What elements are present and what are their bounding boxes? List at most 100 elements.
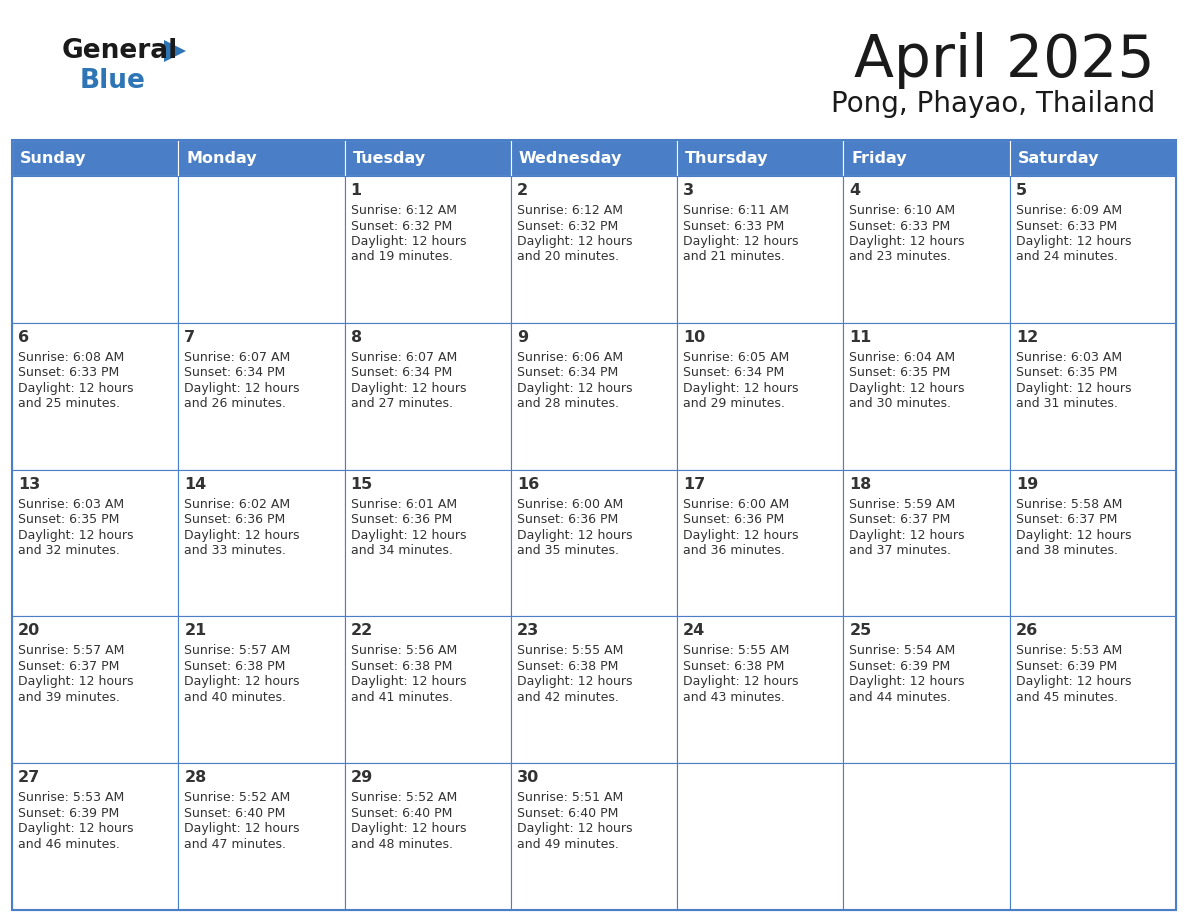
Bar: [1010, 470, 1176, 616]
Text: 13: 13: [18, 476, 40, 492]
Text: April 2025: April 2025: [854, 32, 1155, 89]
Text: Daylight: 12 hours: Daylight: 12 hours: [184, 676, 299, 688]
Text: Sunrise: 5:57 AM: Sunrise: 5:57 AM: [18, 644, 125, 657]
Text: Sunrise: 6:02 AM: Sunrise: 6:02 AM: [184, 498, 290, 510]
Text: Daylight: 12 hours: Daylight: 12 hours: [683, 529, 798, 542]
Text: Sunrise: 6:09 AM: Sunrise: 6:09 AM: [1016, 204, 1121, 217]
Text: Friday: Friday: [852, 151, 908, 165]
Text: Sunrise: 6:00 AM: Sunrise: 6:00 AM: [517, 498, 624, 510]
Text: Daylight: 12 hours: Daylight: 12 hours: [683, 235, 798, 248]
Text: Monday: Monday: [187, 151, 257, 165]
Text: Sunrise: 6:07 AM: Sunrise: 6:07 AM: [350, 351, 457, 364]
Bar: [12, 323, 178, 470]
Text: and 26 minutes.: and 26 minutes.: [184, 397, 286, 410]
Text: Sunrise: 6:10 AM: Sunrise: 6:10 AM: [849, 204, 955, 217]
Text: Sunrise: 5:52 AM: Sunrise: 5:52 AM: [350, 791, 457, 804]
Text: and 43 minutes.: and 43 minutes.: [683, 691, 785, 704]
Text: Sunset: 6:34 PM: Sunset: 6:34 PM: [517, 366, 618, 379]
Text: 20: 20: [18, 623, 40, 638]
Bar: [511, 470, 677, 616]
Text: Sunrise: 6:05 AM: Sunrise: 6:05 AM: [683, 351, 789, 364]
Text: and 21 minutes.: and 21 minutes.: [683, 251, 785, 263]
Text: and 47 minutes.: and 47 minutes.: [184, 838, 286, 851]
Bar: [677, 323, 843, 470]
Text: 6: 6: [18, 330, 30, 345]
Text: Sunrise: 6:12 AM: Sunrise: 6:12 AM: [350, 204, 456, 217]
Text: 7: 7: [184, 330, 195, 345]
Bar: [12, 470, 178, 616]
Text: 23: 23: [517, 623, 539, 638]
Text: and 39 minutes.: and 39 minutes.: [18, 691, 120, 704]
Bar: [12, 140, 1176, 910]
Text: and 32 minutes.: and 32 minutes.: [18, 544, 120, 557]
Text: and 49 minutes.: and 49 minutes.: [517, 838, 619, 851]
Text: and 29 minutes.: and 29 minutes.: [683, 397, 785, 410]
Text: Sunset: 6:35 PM: Sunset: 6:35 PM: [18, 513, 119, 526]
Bar: [178, 763, 345, 910]
Text: Sunset: 6:38 PM: Sunset: 6:38 PM: [350, 660, 451, 673]
Bar: [677, 763, 843, 910]
Text: Sunset: 6:32 PM: Sunset: 6:32 PM: [517, 219, 618, 232]
Bar: [1010, 323, 1176, 470]
Text: and 19 minutes.: and 19 minutes.: [350, 251, 453, 263]
Text: Daylight: 12 hours: Daylight: 12 hours: [849, 235, 965, 248]
Bar: [1010, 616, 1176, 763]
Bar: [1010, 763, 1176, 910]
Bar: [345, 763, 511, 910]
Text: and 28 minutes.: and 28 minutes.: [517, 397, 619, 410]
Text: and 34 minutes.: and 34 minutes.: [350, 544, 453, 557]
Polygon shape: [164, 40, 187, 62]
Text: Daylight: 12 hours: Daylight: 12 hours: [517, 529, 632, 542]
Bar: [511, 323, 677, 470]
Text: Daylight: 12 hours: Daylight: 12 hours: [350, 676, 466, 688]
Text: Sunset: 6:40 PM: Sunset: 6:40 PM: [350, 807, 451, 820]
Text: Sunrise: 6:00 AM: Sunrise: 6:00 AM: [683, 498, 789, 510]
Text: 8: 8: [350, 330, 361, 345]
Text: Daylight: 12 hours: Daylight: 12 hours: [517, 823, 632, 835]
Text: Sunset: 6:40 PM: Sunset: 6:40 PM: [517, 807, 618, 820]
Text: and 35 minutes.: and 35 minutes.: [517, 544, 619, 557]
Text: 11: 11: [849, 330, 872, 345]
Text: 14: 14: [184, 476, 207, 492]
Text: 30: 30: [517, 770, 539, 785]
Text: 25: 25: [849, 623, 872, 638]
Bar: [178, 616, 345, 763]
Text: Sunset: 6:36 PM: Sunset: 6:36 PM: [683, 513, 784, 526]
Text: Daylight: 12 hours: Daylight: 12 hours: [1016, 676, 1131, 688]
Text: Daylight: 12 hours: Daylight: 12 hours: [1016, 529, 1131, 542]
Text: Sunset: 6:33 PM: Sunset: 6:33 PM: [683, 219, 784, 232]
Text: Sunset: 6:37 PM: Sunset: 6:37 PM: [18, 660, 119, 673]
Text: and 23 minutes.: and 23 minutes.: [849, 251, 952, 263]
Text: Sunrise: 5:53 AM: Sunrise: 5:53 AM: [18, 791, 125, 804]
Text: Daylight: 12 hours: Daylight: 12 hours: [517, 676, 632, 688]
Text: and 24 minutes.: and 24 minutes.: [1016, 251, 1118, 263]
Bar: [677, 140, 843, 176]
Text: Daylight: 12 hours: Daylight: 12 hours: [683, 382, 798, 395]
Text: Sunrise: 6:11 AM: Sunrise: 6:11 AM: [683, 204, 789, 217]
Text: Sunrise: 6:07 AM: Sunrise: 6:07 AM: [184, 351, 291, 364]
Text: 12: 12: [1016, 330, 1038, 345]
Bar: [1010, 176, 1176, 323]
Text: Sunrise: 6:06 AM: Sunrise: 6:06 AM: [517, 351, 623, 364]
Text: Daylight: 12 hours: Daylight: 12 hours: [18, 529, 133, 542]
Text: Daylight: 12 hours: Daylight: 12 hours: [350, 235, 466, 248]
Text: Sunrise: 5:56 AM: Sunrise: 5:56 AM: [350, 644, 457, 657]
Bar: [345, 616, 511, 763]
Bar: [511, 763, 677, 910]
Text: 29: 29: [350, 770, 373, 785]
Text: Sunset: 6:35 PM: Sunset: 6:35 PM: [849, 366, 950, 379]
Text: Sunset: 6:38 PM: Sunset: 6:38 PM: [184, 660, 285, 673]
Bar: [12, 140, 178, 176]
Text: Sunset: 6:40 PM: Sunset: 6:40 PM: [184, 807, 285, 820]
Text: 10: 10: [683, 330, 706, 345]
Text: Sunset: 6:35 PM: Sunset: 6:35 PM: [1016, 366, 1117, 379]
Text: and 33 minutes.: and 33 minutes.: [184, 544, 286, 557]
Text: Daylight: 12 hours: Daylight: 12 hours: [849, 529, 965, 542]
Bar: [1010, 140, 1176, 176]
Text: Sunrise: 6:04 AM: Sunrise: 6:04 AM: [849, 351, 955, 364]
Text: and 48 minutes.: and 48 minutes.: [350, 838, 453, 851]
Text: Thursday: Thursday: [685, 151, 769, 165]
Text: Sunrise: 5:54 AM: Sunrise: 5:54 AM: [849, 644, 955, 657]
Text: 16: 16: [517, 476, 539, 492]
Bar: [345, 140, 511, 176]
